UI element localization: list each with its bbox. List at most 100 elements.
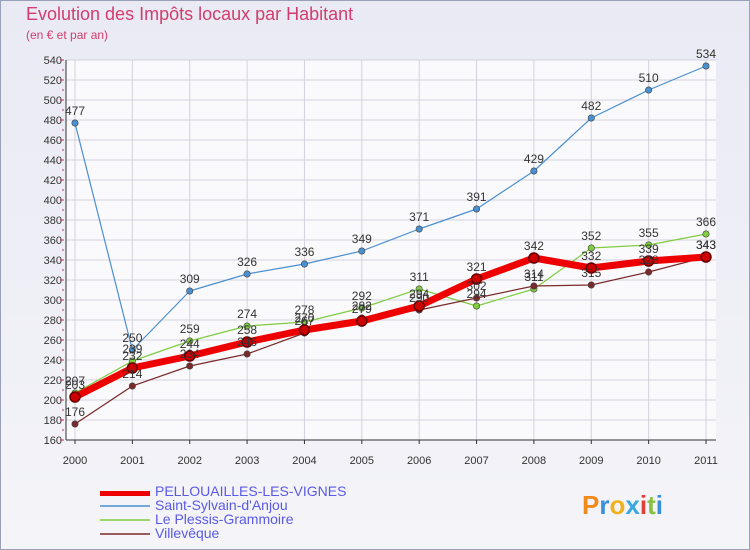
y-tick-label: 360 (44, 235, 62, 247)
x-tick-label: 2000 (63, 455, 87, 467)
data-label-3-11: 343 (696, 238, 716, 252)
data-point-3-9 (587, 281, 595, 289)
data-label-0-7: 321 (467, 260, 487, 274)
data-point-1-6 (415, 225, 423, 233)
data-label-0-8: 342 (524, 239, 544, 253)
data-label-1-4: 336 (294, 245, 314, 259)
data-label-3-2: 234 (180, 347, 200, 361)
data-label-3-4: 267 (294, 314, 314, 328)
plot-area (66, 60, 716, 440)
data-label-1-9: 482 (581, 99, 601, 113)
chart-title: Evolution des Impôts locaux par Habitant (26, 4, 354, 24)
x-tick-label: 2006 (407, 455, 431, 467)
data-label-1-7: 391 (467, 190, 487, 204)
data-label-2-6: 311 (410, 270, 429, 284)
data-label-2-5: 292 (352, 289, 372, 303)
x-tick-label: 2010 (636, 455, 660, 467)
x-tick-label: 2011 (694, 455, 718, 467)
data-point-3-1 (128, 382, 136, 390)
x-tick-label: 2004 (292, 455, 316, 467)
data-label-2-11: 366 (696, 215, 716, 229)
data-label-3-9: 315 (581, 266, 601, 280)
legend-label-pellouailles: PELLOUAILLES-LES-VIGNES (155, 483, 347, 499)
data-point-0-4 (298, 324, 311, 336)
y-tick-label: 220 (44, 375, 62, 387)
data-label-2-4: 278 (294, 303, 314, 317)
data-point-3-0 (71, 420, 79, 428)
x-tick-label: 2003 (235, 455, 259, 467)
proxiti-logo: Proxiti (582, 490, 663, 520)
data-label-0-4: 270 (294, 311, 314, 325)
data-label-1-2: 309 (180, 272, 200, 286)
data-point-1-10 (645, 86, 653, 94)
y-tick-label: 300 (44, 295, 62, 307)
data-point-2-9 (587, 244, 595, 252)
y-tick-label: 240 (44, 355, 62, 367)
data-point-3-2 (186, 362, 194, 370)
data-label-3-1: 214 (122, 367, 142, 381)
data-point-0-2 (183, 350, 196, 362)
data-point-1-11 (702, 62, 710, 70)
x-tick-label: 2008 (522, 455, 546, 467)
data-point-2-3 (243, 322, 251, 330)
data-point-0-0 (69, 391, 81, 403)
x-tick-label: 2001 (120, 455, 144, 467)
x-tick-label: 2002 (177, 455, 201, 467)
data-label-1-1: 250 (122, 331, 142, 345)
data-label-2-7: 294 (467, 287, 487, 301)
y-tick-label: 320 (44, 275, 62, 287)
data-point-1-3 (243, 270, 251, 278)
data-point-0-5 (356, 315, 368, 327)
y-tick-label: 280 (44, 315, 62, 327)
y-tick-label: 380 (44, 215, 62, 227)
legend-swatch-plessis (100, 519, 150, 521)
x-tick-label: 2009 (579, 455, 603, 467)
legend-swatch-pellouailles (100, 491, 150, 496)
y-tick-label: 460 (44, 135, 62, 147)
data-label-1-3: 326 (237, 255, 257, 269)
data-label-1-5: 349 (352, 232, 372, 246)
data-point-1-1 (128, 346, 136, 354)
series-line-1 (74, 65, 707, 351)
data-point-1-5 (358, 247, 366, 255)
x-tick-label: 2005 (350, 455, 374, 467)
data-label-1-8: 429 (524, 152, 544, 166)
data-label-0-2: 244 (180, 337, 200, 351)
data-label-2-3: 274 (237, 307, 257, 321)
y-tick-label: 540 (44, 55, 62, 67)
data-point-1-2 (186, 287, 194, 295)
data-label-1-0: 477 (65, 104, 85, 118)
data-label-2-1: 239 (122, 342, 142, 356)
y-tick-label: 180 (44, 415, 62, 427)
data-label-0-5: 279 (352, 302, 372, 316)
data-label-0-9: 332 (581, 249, 601, 263)
y-tick-label: 260 (44, 335, 62, 347)
data-point-2-2 (186, 337, 194, 345)
data-label-2-8: 311 (524, 270, 543, 284)
data-label-0-6: 294 (409, 287, 429, 301)
data-label-1-6: 371 (409, 210, 429, 224)
data-point-0-6 (413, 300, 425, 312)
data-label-3-8: 314 (524, 267, 544, 281)
chart-subtitle: (en € et par an) (26, 28, 109, 42)
data-point-1-8 (530, 167, 538, 175)
legend-label-saint-sylvain: Saint-Sylvain-d'Anjou (155, 497, 288, 513)
data-point-0-7 (470, 273, 483, 285)
data-label-2-10: 355 (639, 226, 659, 240)
data-label-3-6: 290 (409, 291, 429, 305)
data-label-0-11: 343 (696, 238, 716, 252)
data-label-2-2: 259 (180, 322, 200, 336)
data-point-3-3 (243, 350, 251, 358)
data-label-3-5: 282 (352, 299, 372, 313)
y-tick-label: 340 (44, 255, 62, 267)
y-tick-label: 480 (44, 115, 62, 127)
data-label-3-7: 302 (467, 279, 487, 293)
data-label-3-3: 246 (237, 335, 257, 349)
data-point-1-9 (587, 114, 595, 122)
data-label-3-0: 176 (65, 405, 85, 419)
series-line-0 (71, 253, 710, 401)
legend-label-villeveque: Villevêque (155, 525, 220, 541)
data-label-0-0: 203 (65, 378, 85, 392)
y-tick-label: 500 (44, 95, 62, 107)
